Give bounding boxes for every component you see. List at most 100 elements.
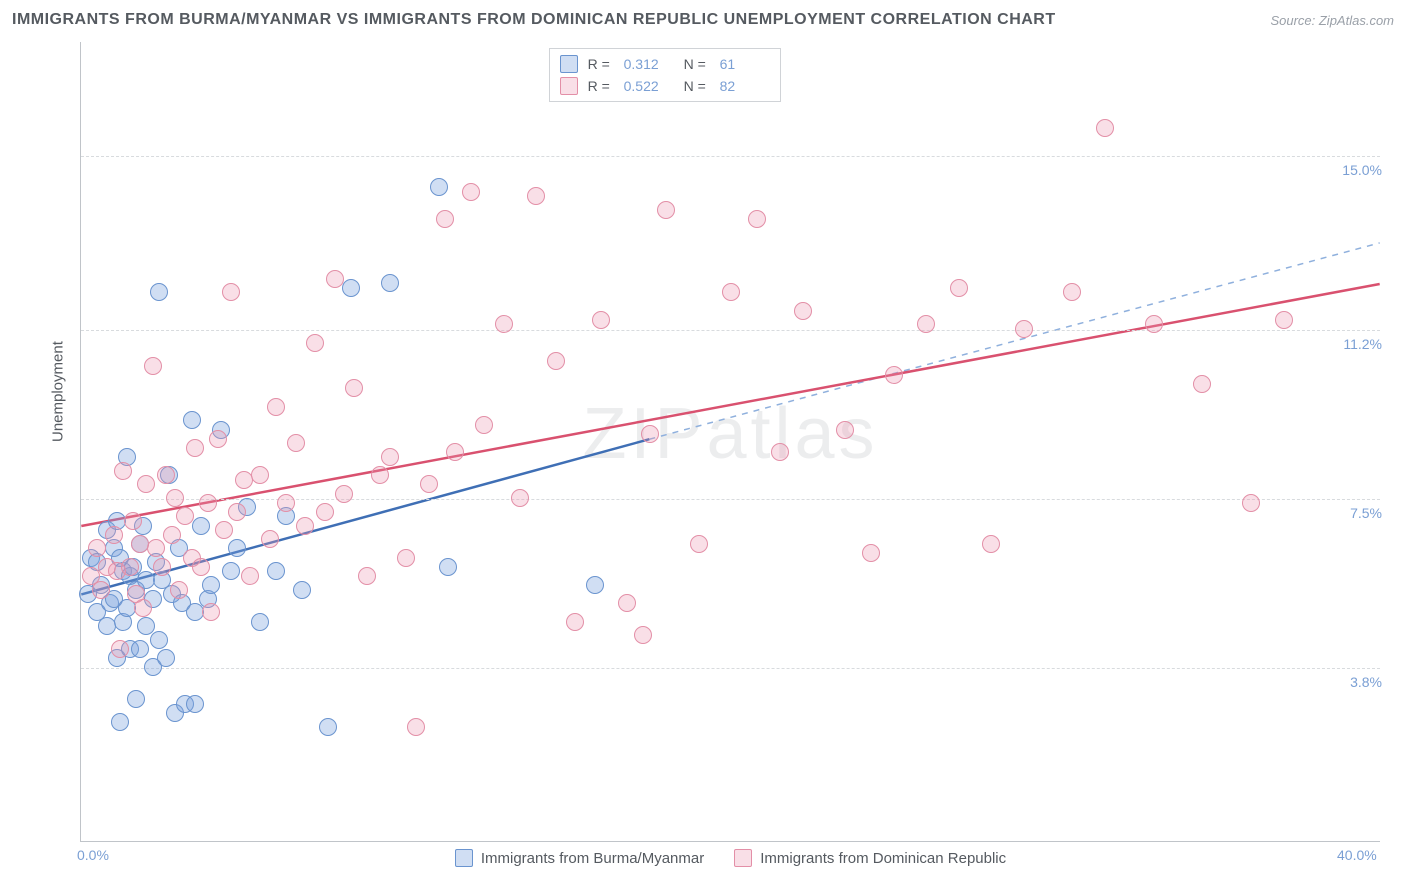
data-point-dominican [306, 334, 324, 352]
data-point-dominican [420, 475, 438, 493]
data-point-dominican [202, 603, 220, 621]
data-point-dominican [267, 398, 285, 416]
data-point-dominican [475, 416, 493, 434]
data-point-dominican [1145, 315, 1163, 333]
data-point-burma [150, 283, 168, 301]
data-point-dominican [131, 535, 149, 553]
data-point-dominican [407, 718, 425, 736]
data-point-dominican [251, 466, 269, 484]
data-point-dominican [335, 485, 353, 503]
data-point-dominican [950, 279, 968, 297]
gridline-h [81, 330, 1380, 331]
watermark: ZIPatlas [582, 392, 878, 474]
data-point-dominican [92, 581, 110, 599]
data-point-dominican [1063, 283, 1081, 301]
data-point-dominican [982, 535, 1000, 553]
x-tick-label: 40.0% [1337, 847, 1377, 863]
data-point-burma [251, 613, 269, 631]
legend-item-burma: Immigrants from Burma/Myanmar [455, 849, 704, 867]
data-point-dominican [862, 544, 880, 562]
y-tick-label: 15.0% [1342, 162, 1382, 178]
data-point-dominican [371, 466, 389, 484]
data-point-dominican [1096, 119, 1114, 137]
data-point-dominican [215, 521, 233, 539]
data-point-dominican [381, 448, 399, 466]
data-point-dominican [166, 489, 184, 507]
data-point-dominican [88, 539, 106, 557]
legend-item-dominican: Immigrants from Dominican Republic [734, 849, 1006, 867]
data-point-dominican [121, 558, 139, 576]
data-point-dominican [495, 315, 513, 333]
data-point-dominican [192, 558, 210, 576]
legend-n-value-dominican: 82 [720, 78, 770, 94]
data-point-burma [150, 631, 168, 649]
legend-r-label: R = [588, 56, 614, 72]
trend-lines-svg [81, 42, 1380, 841]
data-point-dominican [147, 539, 165, 557]
legend-correlation-box: R = 0.312 N = 61 R = 0.522 N = 82 [549, 48, 781, 102]
data-point-dominican [105, 526, 123, 544]
data-point-burma [293, 581, 311, 599]
legend-swatch-dominican [734, 849, 752, 867]
data-point-dominican [114, 462, 132, 480]
data-point-burma [430, 178, 448, 196]
data-point-burma [228, 539, 246, 557]
legend-n-label: N = [684, 56, 710, 72]
data-point-burma [439, 558, 457, 576]
data-point-dominican [618, 594, 636, 612]
data-point-dominican [436, 210, 454, 228]
y-tick-label: 11.2% [1343, 336, 1382, 352]
data-point-dominican [527, 187, 545, 205]
data-point-dominican [566, 613, 584, 631]
data-point-dominican [358, 567, 376, 585]
data-point-burma [183, 411, 201, 429]
data-point-dominican [261, 530, 279, 548]
data-point-dominican [446, 443, 464, 461]
data-point-dominican [592, 311, 610, 329]
data-point-dominican [176, 507, 194, 525]
data-point-dominican [163, 526, 181, 544]
data-point-dominican [186, 439, 204, 457]
data-point-dominican [885, 366, 903, 384]
data-point-burma [319, 718, 337, 736]
data-point-dominican [1242, 494, 1260, 512]
legend-row-burma: R = 0.312 N = 61 [560, 53, 770, 75]
data-point-dominican [134, 599, 152, 617]
data-point-burma [192, 517, 210, 535]
data-point-dominican [547, 352, 565, 370]
plot-area: ZIPatlas R = 0.312 N = 61 R = 0.522 N = … [80, 42, 1380, 842]
legend-r-label: R = [588, 78, 614, 94]
gridline-h [81, 156, 1380, 157]
data-point-dominican [634, 626, 652, 644]
legend-series: Immigrants from Burma/Myanmar Immigrants… [81, 849, 1380, 867]
source-attribution: Source: ZipAtlas.com [1270, 13, 1394, 28]
y-tick-label: 7.5% [1350, 505, 1382, 521]
data-point-dominican [144, 357, 162, 375]
data-point-dominican [287, 434, 305, 452]
data-point-burma [186, 695, 204, 713]
data-point-dominican [917, 315, 935, 333]
data-point-dominican [137, 475, 155, 493]
y-axis-title: Unemployment [50, 341, 67, 442]
data-point-burma [202, 576, 220, 594]
data-point-dominican [111, 640, 129, 658]
data-point-dominican [462, 183, 480, 201]
data-point-dominican [397, 549, 415, 567]
data-point-dominican [690, 535, 708, 553]
data-point-dominican [296, 517, 314, 535]
legend-swatch-burma [560, 55, 578, 73]
legend-n-value-burma: 61 [720, 56, 770, 72]
data-point-dominican [641, 425, 659, 443]
data-point-dominican [345, 379, 363, 397]
legend-r-value-burma: 0.312 [624, 56, 674, 72]
data-point-burma [586, 576, 604, 594]
legend-swatch-dominican [560, 77, 578, 95]
data-point-burma [381, 274, 399, 292]
data-point-dominican [722, 283, 740, 301]
data-point-burma [157, 649, 175, 667]
chart-title: IMMIGRANTS FROM BURMA/MYANMAR VS IMMIGRA… [12, 11, 1056, 29]
data-point-dominican [794, 302, 812, 320]
legend-r-value-dominican: 0.522 [624, 78, 674, 94]
legend-label-dominican: Immigrants from Dominican Republic [760, 850, 1006, 867]
data-point-burma [131, 640, 149, 658]
